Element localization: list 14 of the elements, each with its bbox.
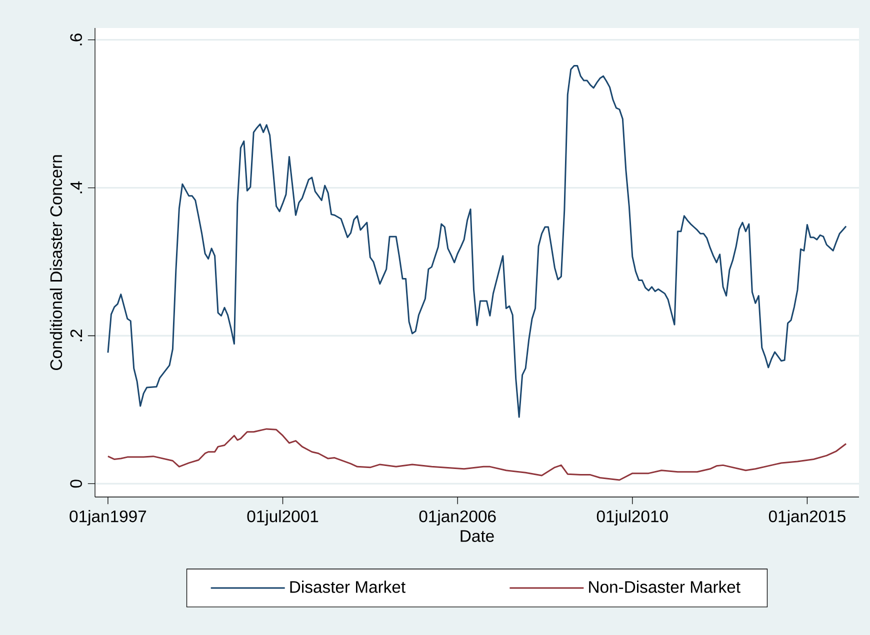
x-tick-label: 01jul2010 — [596, 510, 668, 526]
x-tick-label: 01jan2006 — [419, 510, 496, 526]
y-tick-label: 0 — [70, 480, 82, 488]
x-tick-label: 01jan1997 — [70, 510, 146, 526]
y-tick-label: .2 — [70, 330, 82, 342]
legend-label: Disaster Market — [290, 580, 406, 593]
x-tick-label: 01jan2015 — [768, 510, 846, 526]
line-series — [107, 428, 847, 481]
y-tick-label: .6 — [70, 34, 82, 46]
y-axis-title: Conditional Disaster Concern — [50, 155, 62, 370]
x-axis-title: Date — [460, 530, 494, 542]
x-tick-label: 01jul2001 — [247, 510, 318, 526]
legend-label: Non-Disaster Market — [589, 580, 740, 593]
y-tick-label: .4 — [70, 181, 82, 194]
